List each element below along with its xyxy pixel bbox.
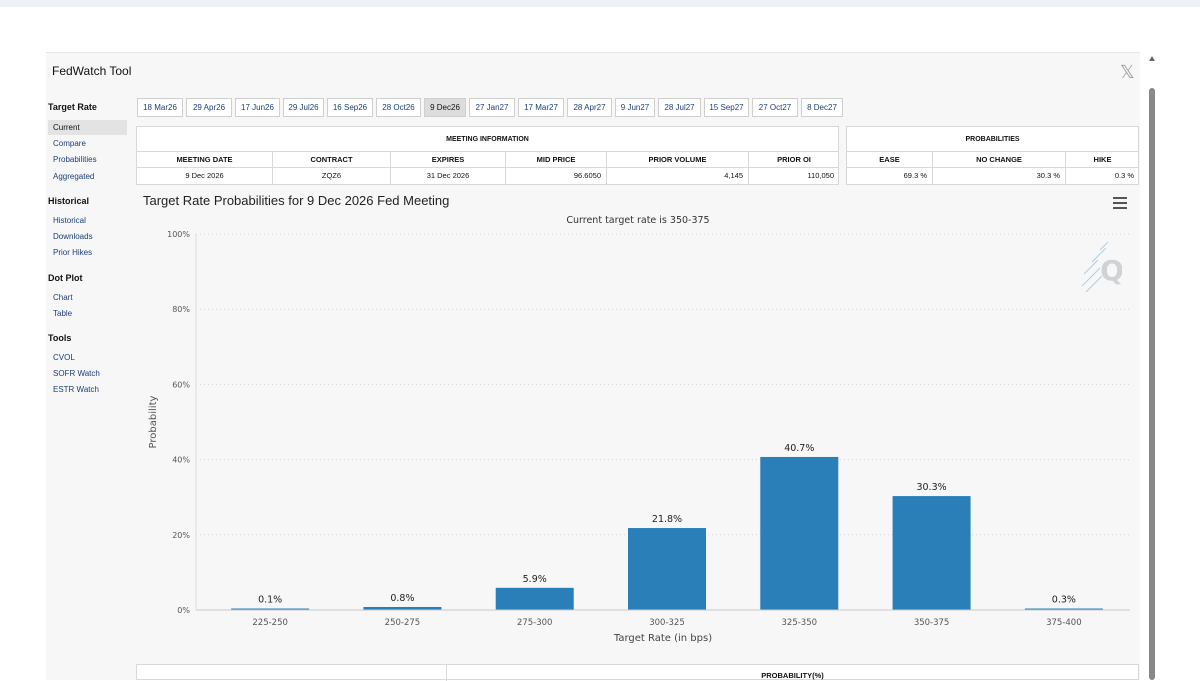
svg-text:Q: Q (1100, 254, 1122, 287)
col-no-change: NO CHANGE (933, 152, 1066, 168)
tab-meeting[interactable]: 28 Oct26 (376, 98, 421, 117)
no-change-value: 30.3 % (933, 168, 1066, 184)
tab-meeting[interactable]: 29 Apr26 (186, 98, 232, 117)
sidebar-item-cvol[interactable]: CVOL (53, 353, 75, 362)
tab-meeting[interactable]: 27 Jan27 (469, 98, 515, 117)
hike-value: 0.3 % (1114, 171, 1134, 180)
prior-oi-value: 110,050 (807, 171, 834, 180)
sidebar-item-sofr-watch[interactable]: SOFR Watch (53, 369, 100, 378)
sidebar-heading-target-rate: Target Rate (48, 102, 97, 112)
quikstrike-logo-icon: Q (1081, 241, 1122, 293)
chart-title: Target Rate Probabilities for 9 Dec 2026… (143, 193, 450, 208)
probabilities-header: PROBABILITIES (847, 127, 1138, 152)
tab-meeting[interactable]: 17 Mar27 (518, 98, 564, 117)
sidebar-item-aggregated[interactable]: Aggregated (53, 172, 95, 181)
tab-meeting-active[interactable]: 9 Dec26 (424, 98, 466, 117)
col-expires: EXPIRES (391, 152, 506, 168)
sidebar-item-downloads[interactable]: Downloads (53, 232, 93, 241)
top-strip (0, 0, 1200, 7)
col-mid-price: MID PRICE (506, 152, 607, 168)
meeting-date-value: 9 Dec 2026 (137, 168, 273, 184)
col-ease: EASE (847, 152, 933, 168)
sidebar-item-compare[interactable]: Compare (53, 139, 86, 148)
tab-meeting[interactable]: 27 Oct27 (752, 98, 798, 117)
ease-value: 69.3 % (847, 168, 933, 184)
tab-meeting[interactable]: 28 Apr27 (567, 98, 612, 117)
col-meeting-date: MEETING DATE (137, 152, 273, 168)
sidebar-item-estr-watch[interactable]: ESTR Watch (53, 385, 99, 394)
meeting-info-header: MEETING INFORMATION (137, 127, 838, 152)
app-title: FedWatch Tool (52, 64, 132, 78)
tab-meeting[interactable]: 8 Dec27 (801, 98, 843, 117)
sidebar-item-current[interactable]: Current (48, 120, 127, 135)
sidebar-heading-historical: Historical (48, 196, 90, 206)
probability-table-header: PROBABILITY(%) (761, 671, 824, 680)
close-icon[interactable]: 𝕏 (1120, 62, 1135, 82)
tab-meeting[interactable]: 29 Jul26 (283, 98, 324, 117)
sidebar-item-probabilities[interactable]: Probabilities (53, 155, 97, 164)
tab-meeting[interactable]: 28 Jul27 (658, 98, 701, 117)
probability-table: PROBABILITY(%) (136, 664, 1139, 681)
prior-volume-value: 4,145 (607, 168, 749, 184)
contract-value: ZQZ6 (273, 168, 391, 184)
probabilities-table: PROBABILITIES EASE NO CHANGE HIKE 69.3 %… (846, 126, 1139, 185)
chart-container (136, 188, 1139, 658)
tab-meeting[interactable]: 15 Sep27 (704, 98, 749, 117)
hamburger-menu-icon[interactable] (1113, 197, 1127, 209)
scrollbar-thumb[interactable] (1149, 88, 1155, 680)
tab-meeting[interactable]: 9 Jun27 (615, 98, 655, 117)
tab-meeting[interactable]: 18 Mar26 (137, 98, 183, 117)
sidebar-item-chart[interactable]: Chart (53, 293, 73, 302)
tab-meeting[interactable]: 17 Jun26 (235, 98, 280, 117)
mid-price-value: 96.6050 (506, 168, 607, 184)
scroll-up-icon[interactable] (1149, 56, 1155, 61)
col-contract: CONTRACT (273, 152, 391, 168)
sidebar-item-prior-hikes[interactable]: Prior Hikes (53, 248, 93, 257)
sidebar-item-historical[interactable]: Historical (53, 216, 86, 225)
tab-meeting[interactable]: 16 Sep26 (327, 98, 373, 117)
col-prior-oi: PRIOR OI (749, 152, 839, 168)
sidebar-item-table[interactable]: Table (53, 309, 73, 318)
probability-table-left (137, 665, 447, 681)
expires-value: 31 Dec 2026 (391, 168, 506, 184)
scrollbar[interactable] (1148, 52, 1156, 680)
sidebar-heading-tools: Tools (48, 333, 72, 343)
col-hike: HIKE (1066, 152, 1139, 168)
col-prior-volume: PRIOR VOLUME (607, 152, 749, 168)
sidebar-heading-dot-plot: Dot Plot (48, 273, 83, 283)
meeting-info-table: MEETING INFORMATION MEETING DATE CONTRAC… (136, 126, 839, 185)
